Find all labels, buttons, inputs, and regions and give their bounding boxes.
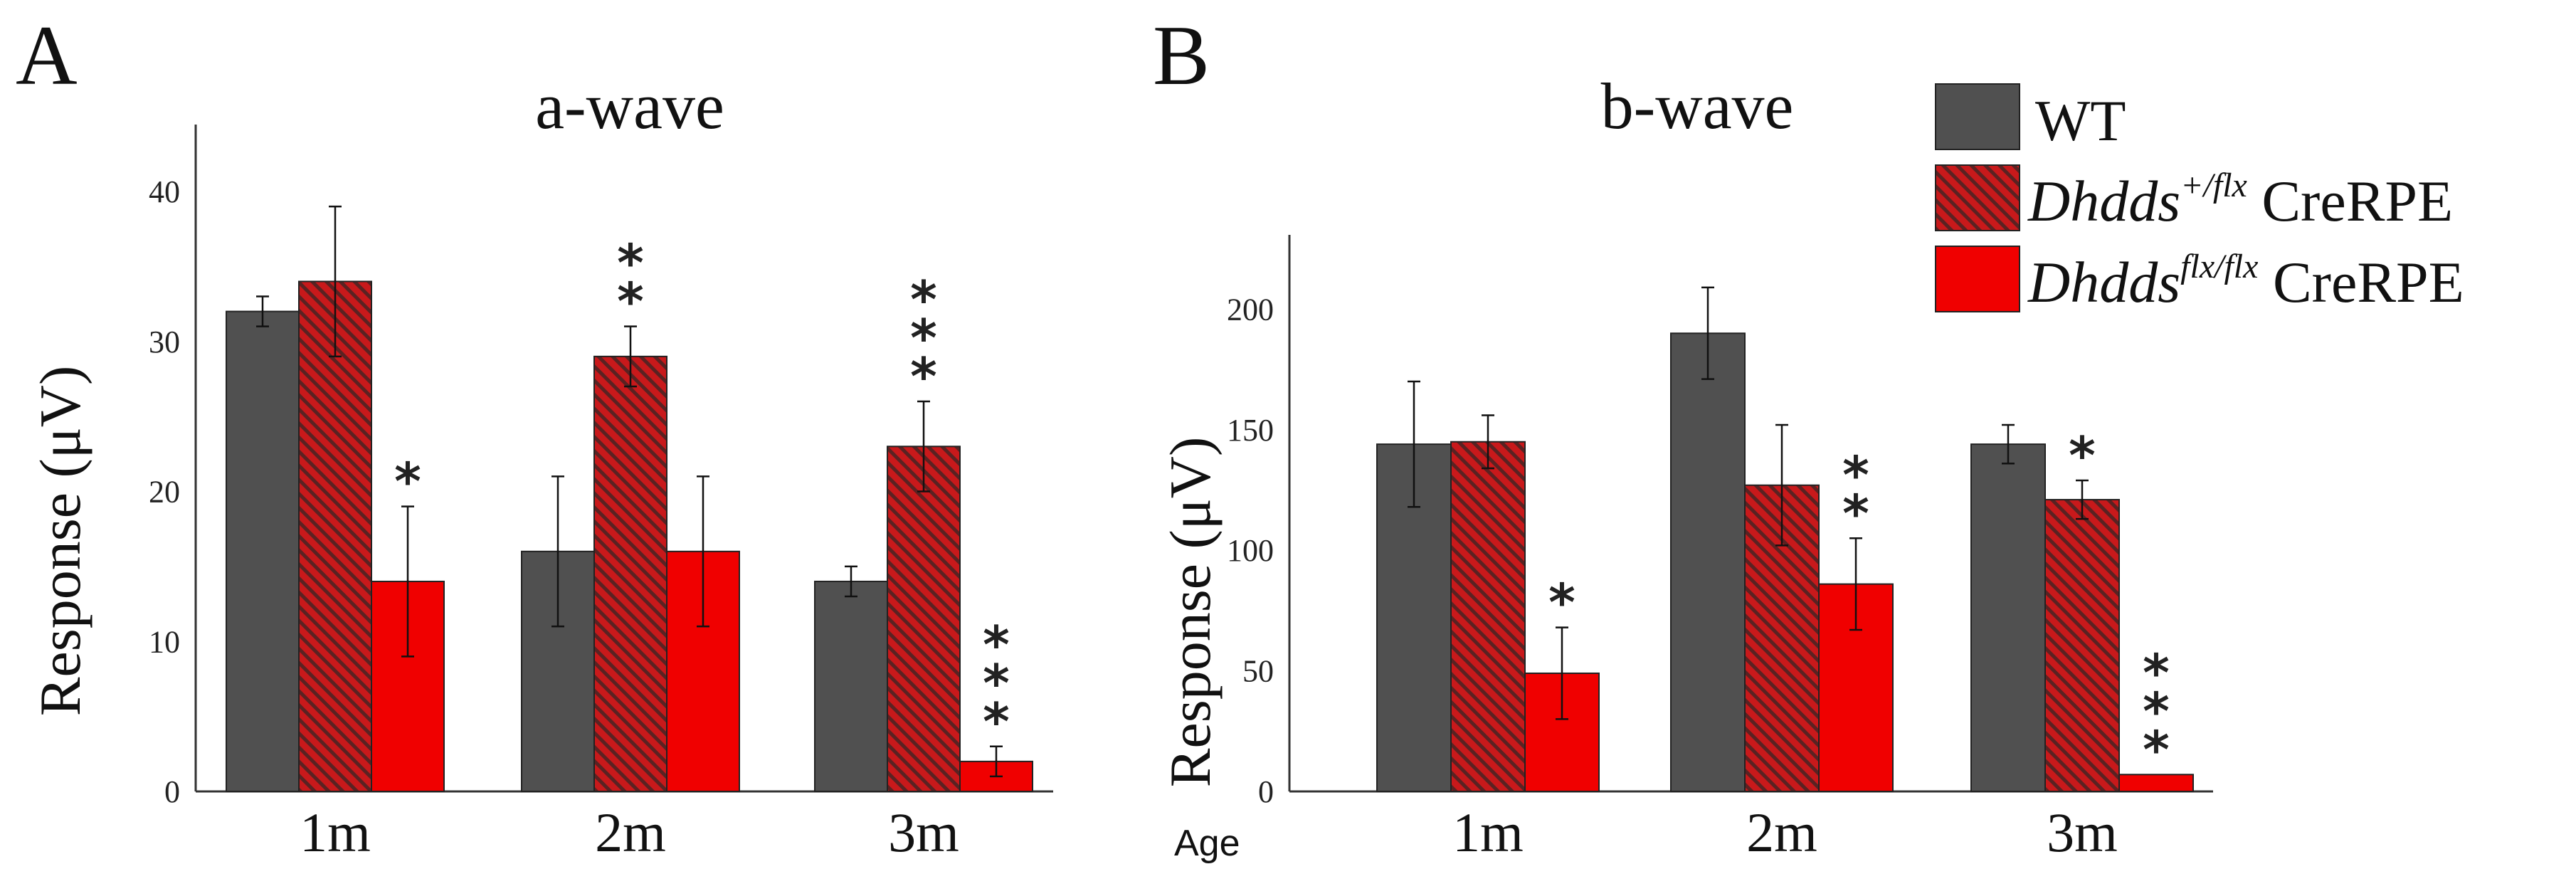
a-wave-y-tick-label: 20	[149, 475, 180, 510]
legend-swatch-ko	[1935, 246, 2020, 312]
b-wave-significance-star: *	[1842, 445, 1869, 505]
b-wave-significance-star: *	[2143, 720, 2170, 779]
b-wave-y-tick-label: 200	[1227, 292, 1274, 327]
a-wave-significance-star: *	[983, 615, 1010, 675]
a-wave-y-tick-label: 30	[149, 325, 180, 359]
b-wave-bar-het-3m	[2044, 499, 2120, 792]
panel-b-title: b-wave	[1601, 70, 1794, 142]
panel-b-ylabel: Response (μV)	[1158, 437, 1223, 788]
b-wave-significance-star: *	[1842, 483, 1869, 543]
a-wave-x-tick-label: 2m	[595, 801, 666, 863]
a-wave-x-tick-label: 1m	[300, 801, 371, 863]
panel-b-xlabel: Age	[1174, 823, 1240, 864]
a-wave-bar-het-3m	[887, 446, 961, 793]
a-wave-significance-star: *	[983, 692, 1010, 752]
b-wave-y-tick-label: 0	[1258, 774, 1274, 809]
a-wave-bar-het-1m	[298, 280, 372, 792]
b-wave-bar-wt-2m	[1670, 332, 1746, 792]
b-wave-significance-star: *	[1548, 573, 1575, 633]
b-wave-x-tick-label: 3m	[2047, 801, 2118, 863]
a-wave-significance-star: *	[910, 347, 937, 406]
b-wave-x-tick-label: 2m	[1746, 801, 1817, 863]
a-wave-bar-wt-3m	[814, 580, 888, 792]
a-wave-y-tick-label: 0	[164, 774, 180, 809]
legend-swatch-wt	[1935, 83, 2020, 150]
panel-a-ylabel: Response (μV)	[28, 366, 93, 717]
a-wave-significance-star: *	[910, 270, 937, 330]
b-wave-y-tick-label: 150	[1227, 413, 1274, 448]
panel-b-label: B	[1153, 8, 1210, 102]
a-wave-x-tick-label: 3m	[888, 801, 959, 863]
legend-label-ko: Dhddsflx/flx CreRPE	[2027, 248, 2464, 315]
a-wave-significance-star: *	[617, 272, 644, 332]
a-wave-significance-star: *	[910, 308, 937, 368]
b-wave-bar-het-1m	[1450, 441, 1526, 792]
a-wave-y-tick-label: 10	[149, 624, 180, 659]
b-wave-bar-ko-2m	[1818, 583, 1894, 793]
b-wave-y-tick-label: 100	[1227, 533, 1274, 568]
a-wave-bar-het-2m	[593, 355, 667, 792]
legend: WT Dhdds+/flx CreRPE Dhddsflx/flx CreRPE	[1935, 83, 2464, 315]
a-wave-y-tick-label: 40	[149, 174, 180, 209]
b-wave-bar-ko-3m	[2118, 774, 2194, 793]
legend-swatch-het	[1935, 164, 2020, 231]
panel-a-label: A	[16, 8, 78, 102]
b-wave-y-tick-label: 50	[1242, 654, 1274, 689]
b-wave-significance-star: *	[2069, 426, 2096, 485]
panel-a-title: a-wave	[535, 70, 724, 142]
b-wave-significance-star: *	[2143, 681, 2170, 741]
legend-label-wt: WT	[2035, 88, 2126, 153]
legend-label-het: Dhdds+/flx CreRPE	[2027, 167, 2453, 233]
a-wave-significance-star: *	[983, 653, 1010, 713]
a-wave-bar-wt-1m	[226, 310, 300, 793]
b-wave-bar-wt-3m	[1970, 443, 2046, 792]
a-wave-significance-star: *	[617, 233, 644, 293]
b-wave-x-tick-label: 1m	[1452, 801, 1524, 863]
b-wave-significance-star: *	[2143, 643, 2170, 702]
a-wave-significance-star: *	[394, 452, 421, 512]
